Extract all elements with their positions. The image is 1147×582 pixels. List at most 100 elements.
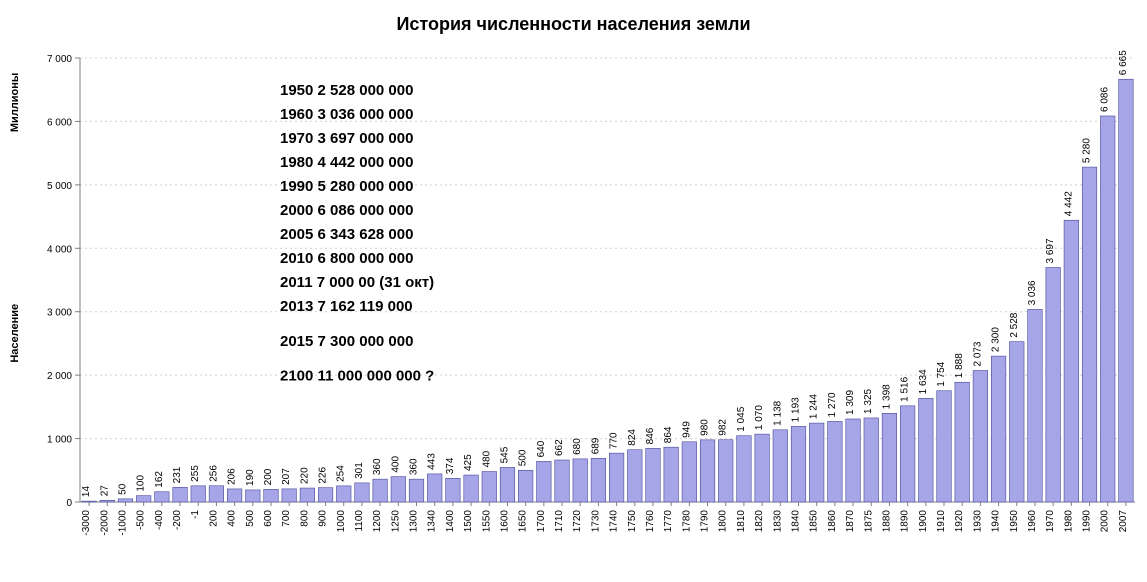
bar-value-label: 200 bbox=[263, 468, 274, 485]
bar bbox=[318, 488, 333, 502]
bar-value-label: 100 bbox=[136, 475, 147, 492]
x-tick-label: 1340 bbox=[427, 510, 438, 533]
overlay-line: 2100 11 000 000 000 ? bbox=[280, 368, 434, 385]
x-tick-label: 400 bbox=[227, 510, 238, 527]
bar-value-label: 231 bbox=[172, 466, 183, 483]
x-tick-label: 1720 bbox=[572, 510, 583, 533]
x-tick-label: 1960 bbox=[1027, 510, 1038, 533]
x-tick-label: 1830 bbox=[772, 510, 783, 533]
x-tick-label: 1700 bbox=[536, 510, 547, 533]
bar-value-label: 27 bbox=[99, 485, 110, 497]
bar-value-label: 254 bbox=[336, 465, 347, 482]
population-chart: История численности населения земли01 00… bbox=[0, 0, 1147, 577]
bar bbox=[191, 486, 206, 502]
x-tick-label: 1780 bbox=[681, 510, 692, 533]
x-tick-label: 1730 bbox=[590, 510, 601, 533]
bar-value-label: 1 888 bbox=[954, 353, 965, 378]
x-tick-label: 1980 bbox=[1063, 510, 1074, 533]
x-tick-label: 1990 bbox=[1082, 510, 1093, 533]
x-tick-label: 1100 bbox=[354, 510, 365, 532]
bar-value-label: 1 270 bbox=[827, 392, 838, 417]
bar bbox=[773, 430, 788, 502]
bar bbox=[991, 356, 1006, 502]
x-tick-label: -400 bbox=[154, 510, 165, 530]
x-tick-label: 600 bbox=[263, 510, 274, 527]
x-tick-label: 1875 bbox=[863, 510, 874, 533]
bar-value-label: 2 528 bbox=[1009, 312, 1020, 337]
bar-value-label: 256 bbox=[208, 465, 219, 482]
bar-value-label: 206 bbox=[227, 468, 238, 485]
x-tick-label: 1740 bbox=[609, 510, 620, 533]
overlay-line: 2005 6 343 628 000 bbox=[280, 226, 413, 243]
bar bbox=[591, 458, 606, 502]
bar bbox=[482, 472, 497, 502]
y-tick-label: 5 000 bbox=[47, 181, 72, 192]
bar bbox=[628, 450, 643, 502]
bar-value-label: 2 300 bbox=[991, 327, 1002, 352]
bar-value-label: 500 bbox=[518, 449, 529, 466]
x-tick-label: 1950 bbox=[1009, 510, 1020, 533]
bar-value-label: 662 bbox=[554, 439, 565, 456]
x-tick-label: 1870 bbox=[845, 510, 856, 533]
bar-value-label: 982 bbox=[718, 419, 729, 436]
bar bbox=[1028, 309, 1043, 502]
bar bbox=[355, 483, 370, 502]
bar bbox=[1119, 79, 1134, 502]
bar bbox=[828, 421, 843, 502]
x-tick-label: 1550 bbox=[481, 510, 492, 533]
bar-value-label: 980 bbox=[700, 419, 711, 436]
bar bbox=[555, 460, 570, 502]
x-tick-label: -200 bbox=[172, 510, 183, 530]
bar bbox=[391, 477, 406, 502]
bar-value-label: 255 bbox=[190, 465, 201, 482]
bar-value-label: 1 070 bbox=[754, 405, 765, 430]
x-tick-label: 200 bbox=[208, 510, 219, 527]
bar-value-label: 374 bbox=[445, 457, 456, 474]
bar bbox=[900, 406, 915, 502]
bar bbox=[955, 382, 970, 502]
x-tick-label: 2000 bbox=[1100, 510, 1111, 533]
bar bbox=[118, 499, 133, 502]
y-tick-label: 2 000 bbox=[47, 371, 72, 382]
bar bbox=[1009, 342, 1024, 502]
x-tick-label: -1 bbox=[190, 510, 201, 519]
overlay-line: 1970 3 697 000 000 bbox=[280, 130, 413, 147]
bar-value-label: 220 bbox=[299, 467, 310, 484]
bar-value-label: 301 bbox=[354, 462, 365, 479]
bar bbox=[173, 487, 188, 502]
y-tick-label: 0 bbox=[66, 498, 72, 509]
x-tick-label: 1900 bbox=[918, 510, 929, 533]
x-tick-label: -1000 bbox=[117, 510, 128, 536]
bar bbox=[1082, 167, 1097, 502]
bar-value-label: 6 086 bbox=[1100, 87, 1111, 112]
bar-value-label: 190 bbox=[245, 469, 256, 486]
bar bbox=[1064, 220, 1079, 502]
x-tick-label: 700 bbox=[281, 510, 292, 527]
bar bbox=[609, 453, 624, 502]
x-tick-label: 1910 bbox=[936, 510, 947, 533]
bar-value-label: 1 516 bbox=[900, 376, 911, 401]
bar-value-label: 425 bbox=[463, 454, 474, 471]
x-tick-label: 800 bbox=[299, 510, 310, 527]
bar bbox=[500, 467, 515, 502]
bar-value-label: 689 bbox=[590, 437, 601, 454]
x-tick-label: 1750 bbox=[627, 510, 638, 533]
x-tick-label: 1650 bbox=[518, 510, 529, 533]
bar-value-label: 50 bbox=[117, 483, 128, 495]
bar bbox=[737, 436, 752, 502]
bar bbox=[300, 488, 315, 502]
x-tick-label: 1250 bbox=[390, 510, 401, 533]
bar-value-label: 824 bbox=[627, 429, 638, 446]
bar-value-label: 864 bbox=[663, 426, 674, 443]
bar bbox=[100, 500, 115, 502]
bar bbox=[264, 489, 279, 502]
bar bbox=[336, 486, 351, 502]
bar-value-label: 1 309 bbox=[845, 390, 856, 415]
bar bbox=[864, 418, 879, 502]
x-tick-label: 1840 bbox=[790, 510, 801, 533]
bar bbox=[427, 474, 442, 502]
x-tick-label: 1600 bbox=[499, 510, 510, 533]
x-tick-label: 1890 bbox=[900, 510, 911, 533]
bar-value-label: 162 bbox=[154, 471, 165, 488]
bar-value-label: 360 bbox=[372, 458, 383, 475]
